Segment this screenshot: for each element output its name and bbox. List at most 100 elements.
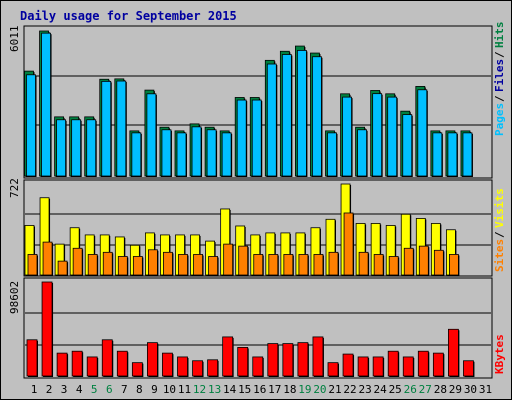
sites-bar bbox=[253, 254, 264, 276]
sites-bar bbox=[57, 260, 68, 276]
day-label: 15 bbox=[238, 383, 251, 396]
kbytes-bar bbox=[252, 356, 264, 377]
legend-kbytes: KBytes bbox=[493, 334, 506, 374]
pages-bar bbox=[402, 114, 413, 177]
day-label: 11 bbox=[178, 383, 191, 396]
kbytes-bar bbox=[162, 352, 173, 377]
pages-bar bbox=[387, 96, 398, 177]
kbytes-bar bbox=[192, 360, 203, 377]
bar-marks bbox=[24, 30, 475, 377]
day-label: 27 bbox=[419, 383, 432, 396]
day-label: 25 bbox=[389, 383, 402, 396]
pages-bar bbox=[161, 129, 172, 177]
day-label: 19 bbox=[298, 383, 311, 396]
sites-bar bbox=[388, 256, 399, 276]
day-label: 13 bbox=[208, 383, 221, 396]
kbytes-bar bbox=[116, 350, 128, 377]
pages-bar bbox=[176, 132, 187, 177]
sites-bar bbox=[403, 247, 414, 276]
day-labels: 1 2 3 4 5 6 7 8 9 10 11 12 13 14 15 16 17 18 19 20 21 22 23 24 2… bbox=[31, 383, 492, 396]
sites-bar bbox=[132, 256, 143, 276]
pages-bar bbox=[116, 80, 127, 177]
chart-title: Daily usage for September 2015 bbox=[20, 9, 237, 23]
legend-pages: Pages bbox=[493, 103, 506, 136]
kbytes-bar bbox=[372, 356, 384, 377]
day-label: 12 bbox=[193, 383, 206, 396]
day-label: 5 bbox=[91, 383, 98, 396]
pages-bar bbox=[236, 99, 247, 177]
sites-bar bbox=[448, 254, 459, 276]
sites-bar bbox=[373, 254, 384, 276]
sites-bar bbox=[313, 254, 324, 276]
kbytes-bar bbox=[297, 342, 309, 377]
day-label: 20 bbox=[313, 383, 326, 396]
sites-bar bbox=[193, 254, 203, 276]
day-label: 14 bbox=[223, 383, 237, 396]
sites-bar bbox=[72, 247, 83, 276]
kbytes-bar bbox=[327, 362, 339, 377]
pages-bar bbox=[462, 132, 473, 177]
pages-bar bbox=[417, 89, 428, 177]
pages-bar bbox=[131, 132, 142, 177]
kbytes-bar bbox=[387, 350, 399, 377]
pages-bar bbox=[327, 132, 337, 177]
sites-bar bbox=[117, 256, 128, 276]
kbytes-bar bbox=[131, 362, 143, 377]
pages-bar bbox=[41, 32, 51, 177]
day-label: 21 bbox=[328, 383, 341, 396]
sites-bar bbox=[163, 251, 173, 276]
legend-sep-1: / bbox=[493, 95, 506, 102]
sites-bar bbox=[433, 249, 444, 276]
pages-bar bbox=[251, 99, 262, 177]
legend-sep-3: / bbox=[493, 231, 506, 238]
day-label: 26 bbox=[404, 383, 417, 396]
day-label: 8 bbox=[136, 383, 143, 396]
visits-max-label: 722 bbox=[8, 178, 21, 198]
kbytes-bar bbox=[432, 352, 444, 377]
sites-bar bbox=[87, 254, 98, 276]
kbytes-bar bbox=[71, 350, 83, 377]
pages-bar bbox=[56, 119, 66, 177]
day-label: 23 bbox=[358, 383, 371, 396]
day-label: 6 bbox=[106, 383, 113, 396]
day-label: 24 bbox=[374, 383, 388, 396]
day-label: 17 bbox=[268, 383, 281, 396]
kbytes-bar bbox=[101, 339, 113, 377]
day-label: 3 bbox=[61, 383, 68, 396]
sites-bar bbox=[147, 249, 158, 276]
day-label: 28 bbox=[434, 383, 447, 396]
day-label: 7 bbox=[121, 383, 128, 396]
day-label: 31 bbox=[479, 383, 492, 396]
pages-bar bbox=[146, 93, 157, 177]
pages-bar bbox=[221, 132, 232, 177]
pages-bar bbox=[71, 119, 82, 177]
day-label: 29 bbox=[449, 383, 462, 396]
pages-bar bbox=[312, 56, 322, 177]
sites-bar bbox=[27, 254, 38, 276]
pages-bar bbox=[296, 50, 307, 177]
day-label: 30 bbox=[464, 383, 477, 396]
day-label: 10 bbox=[163, 383, 176, 396]
sites-bar bbox=[283, 254, 294, 276]
sites-bar bbox=[358, 251, 369, 276]
legend-visits: Visits bbox=[493, 188, 506, 228]
legend-files: Files bbox=[493, 59, 506, 92]
sites-bar bbox=[208, 256, 219, 276]
kbytes-bar bbox=[447, 328, 459, 377]
kbytes-bar bbox=[402, 356, 414, 377]
day-label: 22 bbox=[343, 383, 356, 396]
pages-bar bbox=[101, 80, 112, 177]
day-label: 1 bbox=[31, 383, 38, 396]
legend-hits: Hits bbox=[493, 22, 506, 49]
day-label: 4 bbox=[76, 383, 83, 396]
pages-bar bbox=[26, 74, 36, 177]
pages-bar bbox=[342, 96, 352, 177]
sites-bar bbox=[238, 245, 249, 276]
kbytes-bar bbox=[417, 350, 429, 377]
pages-bar bbox=[432, 132, 443, 177]
pages-bar bbox=[447, 132, 458, 177]
legend-sep-2: / bbox=[493, 51, 506, 58]
day-label: 9 bbox=[151, 383, 158, 396]
sites-bar bbox=[343, 212, 354, 276]
